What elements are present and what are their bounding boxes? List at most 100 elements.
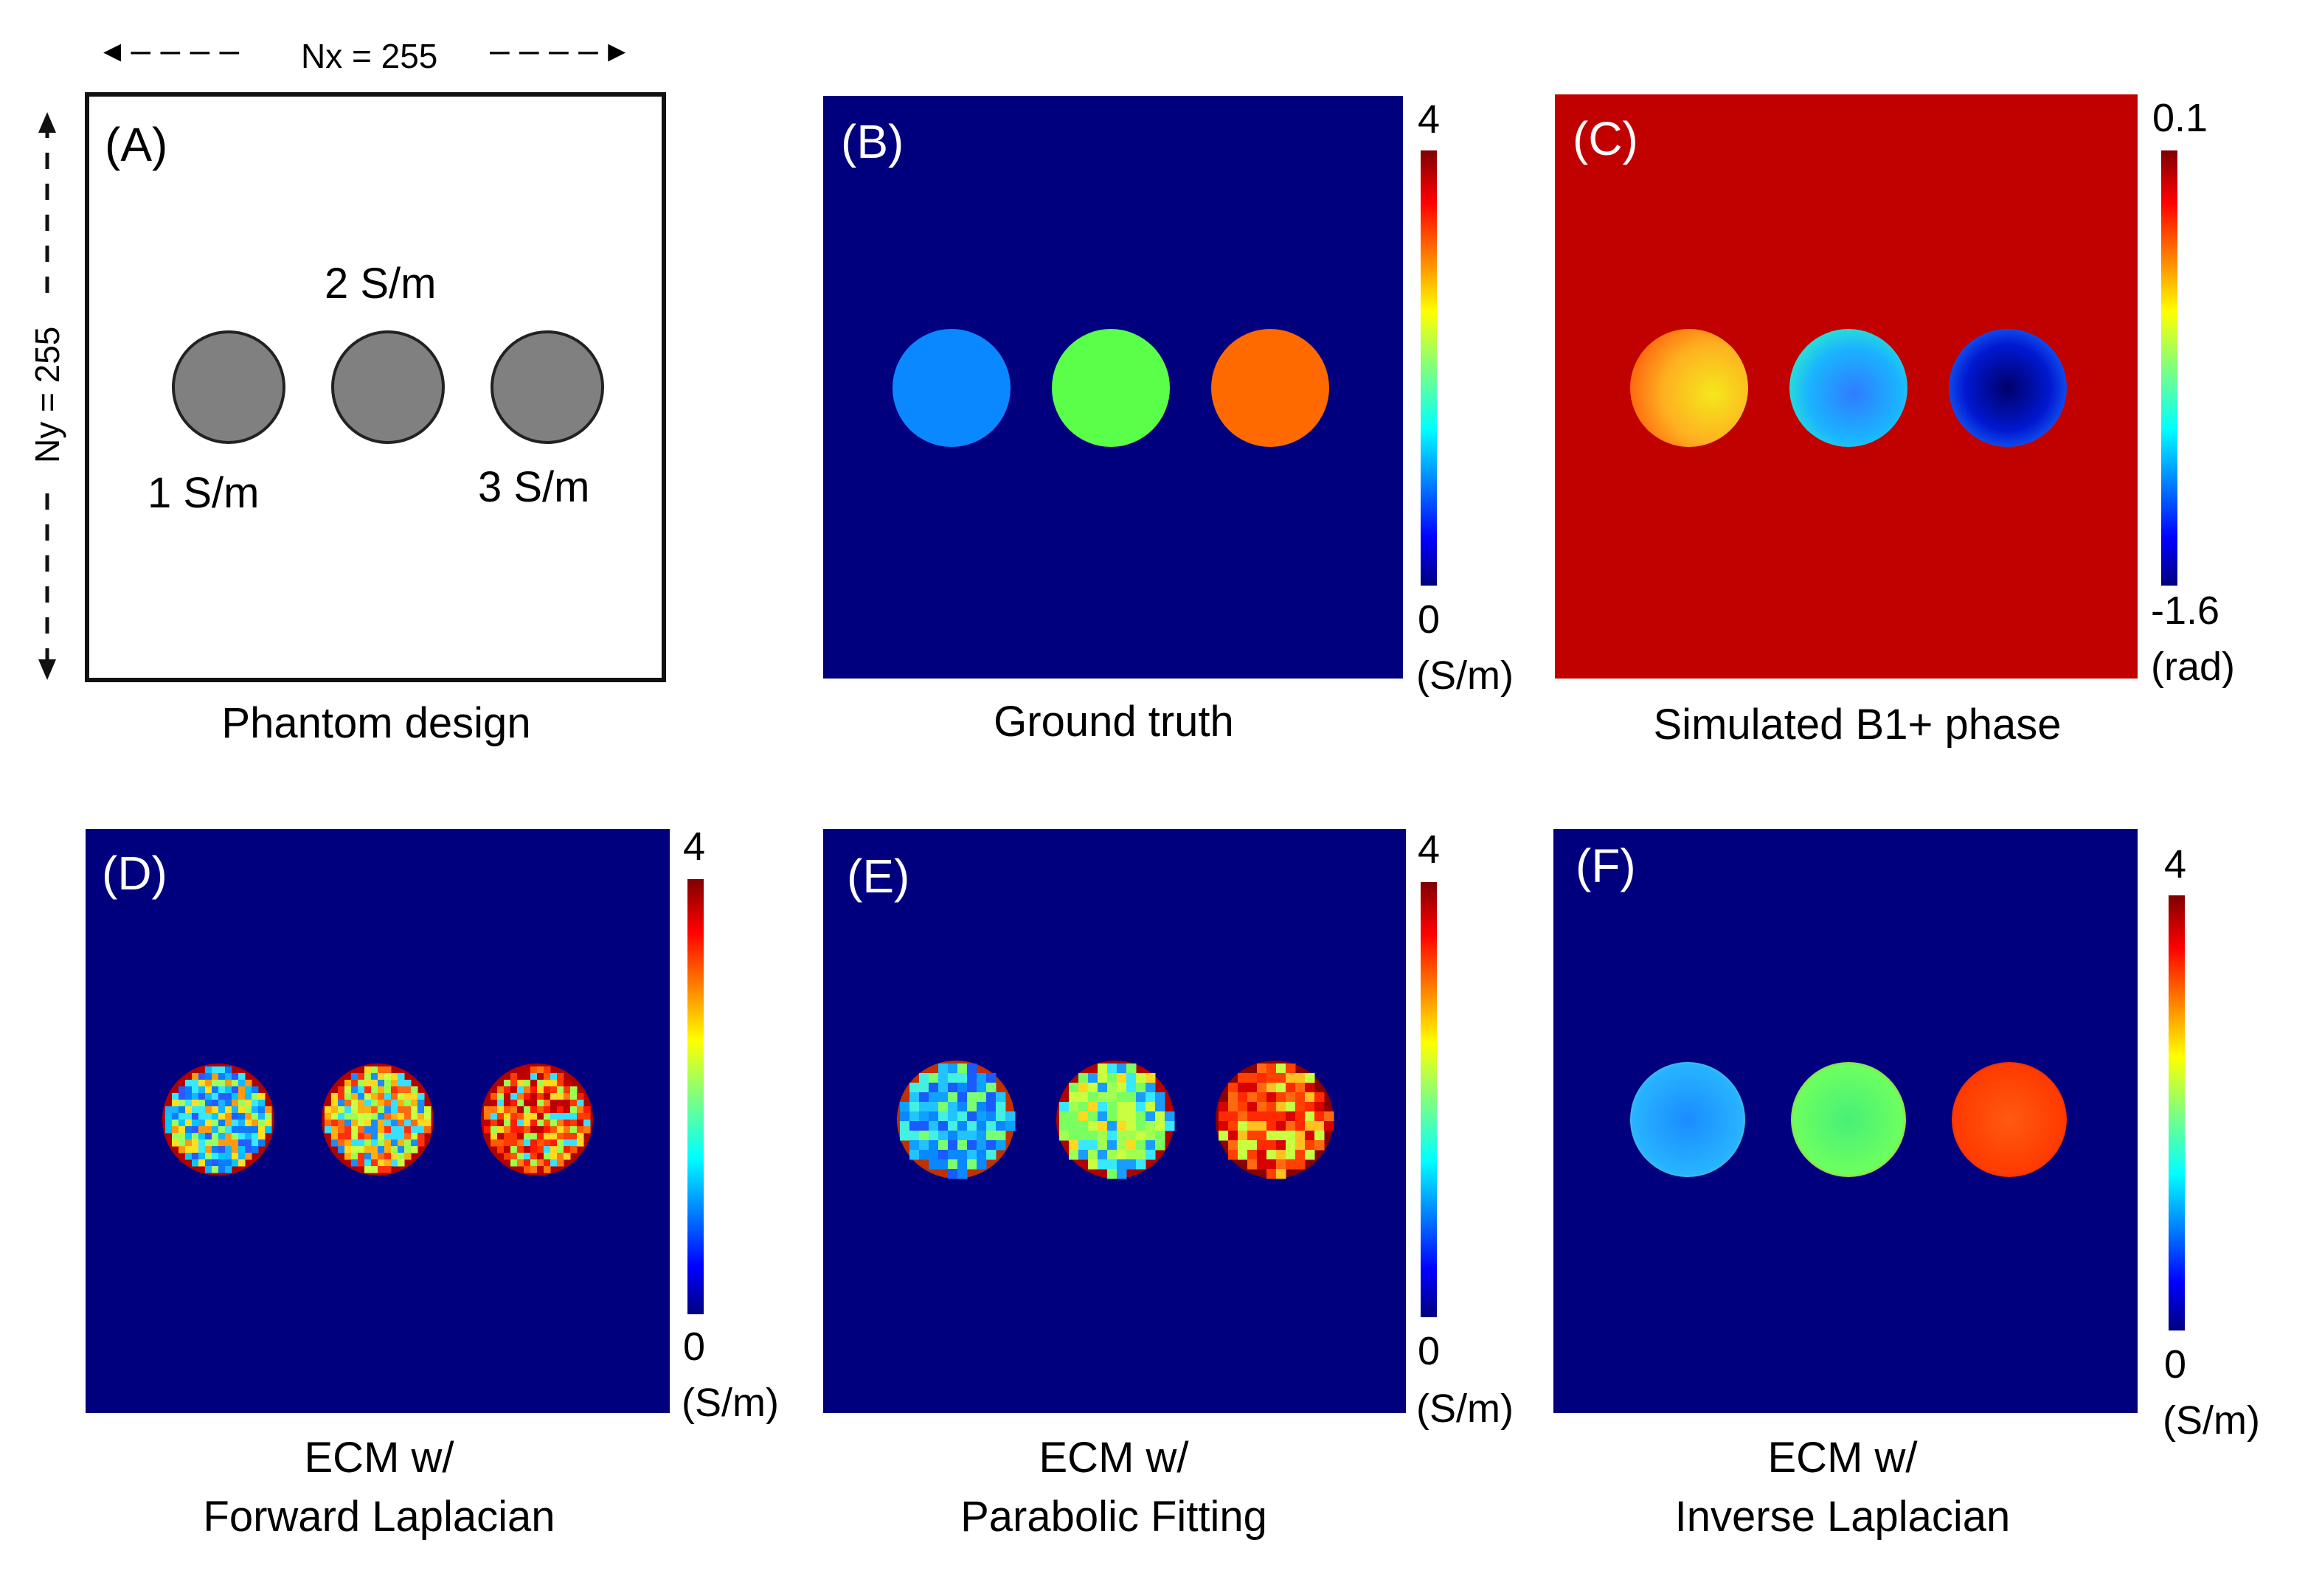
speckle-pixel <box>1155 1092 1165 1103</box>
speckle-pixel <box>404 1113 412 1120</box>
speckle-pixel <box>218 1126 226 1134</box>
speckle-pixel <box>165 1126 173 1134</box>
speckle-pixel <box>544 1113 551 1120</box>
speckle-pixel <box>544 1120 551 1127</box>
caption-f-line1: ECM w/ <box>1768 1434 1919 1482</box>
speckle-pixel <box>1286 1102 1296 1112</box>
speckle-pixel <box>384 1113 392 1120</box>
speckle-pixel <box>205 1100 212 1107</box>
speckle-pixel <box>1286 1140 1296 1151</box>
speckle-pixel <box>225 1100 232 1107</box>
speckle-pixel <box>530 1113 538 1120</box>
speckle-pixel <box>1098 1102 1108 1112</box>
speckle-pixel <box>205 1073 212 1080</box>
speckle-pixel <box>198 1126 206 1134</box>
speckle-pixel <box>544 1073 551 1080</box>
speckle-pixel <box>544 1139 551 1147</box>
speckle-pixel <box>232 1100 239 1107</box>
speckle-pixel <box>358 1106 365 1114</box>
speckle-pixel <box>411 1139 418 1147</box>
speckle-pixel <box>344 1120 352 1127</box>
speckle-pixel <box>1305 1102 1315 1112</box>
speckle-pixel <box>371 1113 378 1120</box>
speckle-pixel <box>185 1106 193 1114</box>
gt-disk-left <box>893 329 1011 447</box>
speckle-pixel <box>172 1139 179 1147</box>
speckle-pixel <box>524 1159 531 1167</box>
speckle-pixel <box>497 1106 505 1114</box>
ny-label: Ny = 255 <box>28 327 66 463</box>
speckle-pixel <box>1247 1150 1258 1160</box>
colorbar-d-min: 0 <box>683 1325 705 1369</box>
panel-tag-b: (B) <box>841 115 904 168</box>
speckle-pixel <box>517 1146 524 1153</box>
speckle-pixel <box>550 1073 558 1080</box>
speckle-pixel <box>384 1159 392 1167</box>
speckle-pixel <box>957 1121 968 1131</box>
speckle-pixel <box>1247 1131 1258 1141</box>
speckle-pixel <box>364 1093 372 1100</box>
speckle-pixel <box>986 1092 997 1103</box>
speckle-pixel <box>364 1126 372 1134</box>
speckle-pixel <box>577 1093 584 1100</box>
speckle-pixel <box>371 1073 378 1080</box>
speckle-pixel <box>530 1106 538 1114</box>
speckle-pixel <box>179 1139 186 1147</box>
speckle-pixel <box>371 1126 378 1134</box>
speckle-pixel <box>537 1146 544 1153</box>
speckle-pixel <box>1266 1102 1277 1112</box>
speckle-pixel <box>391 1093 398 1100</box>
speckle-pixel <box>550 1139 558 1147</box>
speckle-pixel <box>929 1131 939 1141</box>
speckle-pixel <box>391 1113 398 1120</box>
speckle-pixel <box>577 1120 584 1127</box>
speckle-pixel <box>570 1113 578 1120</box>
speckle-pixel <box>417 1126 425 1134</box>
speckle-pixel <box>938 1064 949 1074</box>
speckle-pixel <box>238 1080 246 1087</box>
speckle-pixel <box>550 1106 558 1114</box>
speckle-pixel <box>358 1146 365 1153</box>
speckle-pixel <box>517 1106 524 1114</box>
speckle-pixel <box>1228 1102 1238 1112</box>
speckle-pixel <box>1069 1131 1079 1141</box>
speckle-pixel <box>504 1146 511 1153</box>
colorbar-d-max: 4 <box>683 825 705 869</box>
noisy-disk-e-middle <box>1056 1061 1175 1179</box>
speckle-pixel <box>185 1139 193 1147</box>
speckle-pixel <box>258 1093 266 1100</box>
speckle-pixel <box>1219 1131 1229 1141</box>
panel-f: (F) 4 0 (S/m) ECM w/ Inverse Laplacian <box>1553 829 2260 1541</box>
speckle-pixel <box>550 1113 558 1120</box>
speckle-pixel <box>331 1133 339 1140</box>
speckle-pixel <box>1276 1111 1286 1122</box>
speckle-pixel <box>172 1100 179 1107</box>
speckle-pixel <box>583 1120 591 1127</box>
speckle-pixel <box>1155 1131 1165 1141</box>
speckle-pixel <box>497 1086 505 1094</box>
speckle-pixel <box>338 1100 345 1107</box>
speckle-pixel <box>537 1166 544 1173</box>
speckle-pixel <box>537 1080 544 1087</box>
speckle-pixel <box>1266 1083 1277 1093</box>
speckle-pixel <box>331 1113 339 1120</box>
speckle-pixel <box>1276 1150 1286 1160</box>
speckle-pixel <box>205 1153 212 1160</box>
speckle-pixel <box>331 1139 339 1147</box>
speckle-pixel <box>378 1153 385 1160</box>
speckle-pixel <box>404 1106 412 1114</box>
speckle-pixel <box>358 1159 365 1167</box>
speckle-pixel <box>583 1106 591 1114</box>
speckle-pixel <box>1257 1150 1267 1160</box>
speckle-pixel <box>517 1113 524 1120</box>
speckle-pixel <box>1136 1140 1146 1151</box>
speckle-pixel <box>1305 1121 1315 1131</box>
speckle-pixel <box>550 1126 558 1134</box>
speckle-pixel <box>577 1126 584 1134</box>
speckle-pixel <box>205 1113 212 1120</box>
panel-tag-c: (C) <box>1573 112 1638 165</box>
speckle-pixel <box>550 1159 558 1167</box>
speckle-pixel <box>1098 1092 1108 1103</box>
speckle-pixel <box>232 1113 239 1120</box>
speckle-pixel <box>996 1092 1006 1103</box>
